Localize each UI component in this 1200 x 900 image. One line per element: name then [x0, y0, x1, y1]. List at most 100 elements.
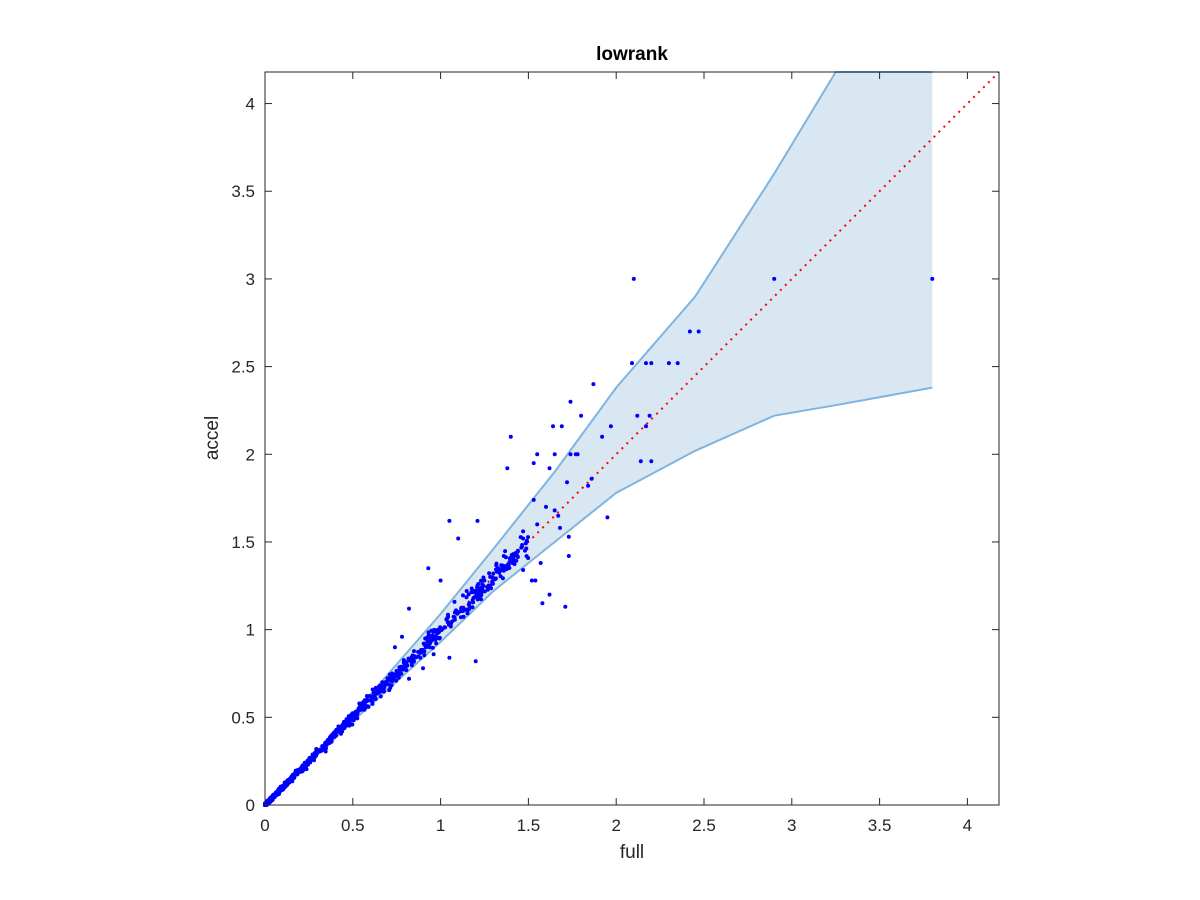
scatter-point — [384, 682, 389, 687]
scatter-point — [515, 555, 520, 559]
scatter-point — [315, 750, 319, 755]
scatter-point — [427, 645, 432, 650]
scatter-point — [586, 483, 591, 488]
scatter-point — [547, 592, 552, 597]
scatter-point — [647, 413, 652, 418]
scatter-point — [579, 413, 584, 418]
scatter-point — [467, 607, 472, 612]
scatter-point — [434, 629, 439, 634]
scatter-point — [429, 628, 434, 633]
scatter-point — [559, 424, 564, 429]
scatter-point — [469, 586, 474, 591]
y-tick-label: 2 — [246, 445, 255, 464]
scatter-point — [533, 578, 538, 583]
scatter-point — [464, 589, 469, 593]
scatter-point — [373, 685, 378, 690]
scatter-point — [494, 569, 499, 574]
y-axis-label: accel — [202, 416, 223, 460]
scatter-point — [438, 578, 443, 583]
scatter-point — [638, 459, 643, 464]
scatter-point — [471, 600, 476, 605]
scatter-point — [521, 536, 526, 541]
y-tick-label: 3.5 — [231, 182, 255, 201]
scatter-point — [491, 571, 496, 576]
scatter-point — [464, 595, 469, 600]
scatter-point — [523, 548, 527, 553]
scatter-point — [558, 525, 562, 530]
x-tick-label: 0 — [260, 816, 269, 835]
scatter-point — [495, 566, 500, 571]
scatter-point — [324, 742, 329, 747]
scatter-point — [270, 795, 275, 800]
scatter-point — [414, 655, 419, 660]
scatter-point — [407, 606, 411, 611]
scatter-point — [363, 703, 368, 708]
scatter-point — [544, 504, 548, 509]
scatter-point — [520, 543, 525, 547]
scatter-point — [452, 599, 457, 604]
scatter-point — [336, 729, 341, 734]
scatter-point — [589, 476, 594, 481]
scatter-point — [772, 276, 777, 281]
scatter-point — [489, 575, 494, 580]
scatter-point — [501, 554, 506, 558]
scatter-point — [568, 399, 573, 404]
scatter-point — [531, 497, 536, 502]
scatter-point — [498, 568, 503, 573]
scatter-point — [930, 276, 935, 281]
scatter-point — [382, 685, 387, 690]
y-tick-label: 0 — [246, 796, 255, 815]
scatter-point — [503, 549, 508, 554]
scatter-point — [485, 585, 490, 589]
scatter-point — [507, 566, 512, 570]
scatter-point — [547, 466, 552, 471]
scatter-point — [412, 649, 416, 654]
scatter-point — [300, 763, 305, 768]
y-tick-label: 4 — [246, 95, 255, 114]
scatter-point — [433, 637, 438, 642]
scatter-point — [482, 589, 487, 594]
scatter-point — [380, 680, 385, 685]
scatter-point — [552, 452, 557, 457]
scatter-point — [430, 633, 435, 638]
scatter-point — [635, 413, 640, 418]
scatter-point — [443, 625, 448, 630]
scatter-point — [473, 659, 478, 664]
scatter-point — [605, 515, 610, 520]
y-tick-label: 1 — [246, 621, 255, 640]
scatter-point — [526, 535, 530, 540]
scatter-point — [267, 800, 272, 805]
scatter-point — [364, 697, 369, 702]
scatter-point — [493, 576, 498, 581]
scatter-point — [446, 614, 451, 619]
scatter-point — [385, 676, 390, 681]
scatter-point — [505, 466, 510, 471]
scatter-point — [551, 424, 555, 429]
x-tick-label: 2 — [611, 816, 620, 835]
scatter-point — [319, 748, 324, 753]
scatter-point — [510, 561, 515, 565]
scatter-point — [476, 582, 481, 586]
scatter-point — [487, 571, 492, 576]
scatter-point — [333, 732, 338, 737]
x-tick-label: 1 — [436, 816, 445, 835]
scatter-point — [630, 361, 634, 366]
scatter-point — [508, 434, 513, 439]
scatter-point — [401, 659, 406, 664]
scatter-point — [481, 583, 486, 588]
scatter-point — [563, 604, 568, 609]
scatter-point — [515, 548, 520, 553]
scatter-point — [285, 780, 290, 785]
scatter-point — [437, 635, 442, 640]
scatter-point — [466, 592, 471, 597]
scatter-point — [494, 563, 499, 568]
scatter-point — [631, 276, 636, 281]
scatter-point — [644, 424, 648, 429]
scatter-point — [404, 663, 409, 668]
scatter-point — [478, 592, 483, 597]
scatter-point — [390, 671, 395, 676]
y-tick-label: 3 — [246, 270, 255, 289]
scatter-point — [591, 382, 596, 387]
scatter-point — [469, 590, 474, 595]
scatter-point — [455, 611, 460, 616]
